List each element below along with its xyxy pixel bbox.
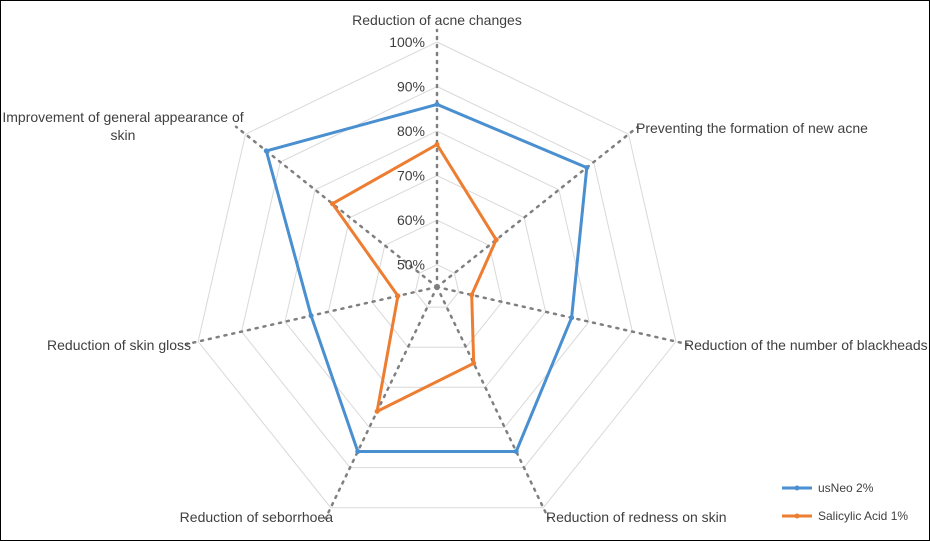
tick-label-4: 90% — [397, 79, 425, 95]
data-point-0-5 — [308, 313, 314, 319]
chart-legend: usNeo 2% Salicylic Acid 1% — [782, 481, 908, 523]
grid-ring-4 — [241, 85, 633, 469]
data-point-1-4 — [374, 408, 380, 414]
grid-ring-5 — [197, 41, 677, 509]
axis-label-3: Reduction of redness on skin — [546, 509, 727, 525]
axis-line-4 — [324, 285, 439, 520]
legend-marker-0 — [794, 485, 800, 491]
tick-label-2: 70% — [397, 168, 425, 184]
axis-line-3 — [435, 285, 550, 520]
legend-item-1: Salicylic Acid 1% — [782, 509, 908, 523]
axis-label-6: Improvement of general appearance of skin — [2, 109, 243, 143]
radar-series — [263, 101, 590, 454]
axis-label-4: Reduction of seborrhoea — [180, 509, 334, 525]
data-point-0-3 — [513, 449, 519, 454]
radar-axis-labels: Reduction of acne changes Preventing the … — [2, 12, 927, 525]
tick-label-5: 100% — [389, 34, 425, 50]
data-point-1-2 — [469, 292, 475, 298]
axis-label-0: Reduction of acne changes — [352, 12, 522, 28]
legend-item-0: usNeo 2% — [782, 481, 874, 495]
axis-line-2 — [435, 285, 689, 346]
radar-tick-labels: 50% 60% 70% 80% 90% 100% — [389, 34, 425, 273]
data-point-0-6 — [263, 148, 269, 154]
grid-ring-0 — [414, 264, 460, 308]
legend-label-0: usNeo 2% — [818, 481, 874, 495]
data-point-0-2 — [569, 315, 575, 321]
series-line-1 — [331, 143, 498, 413]
data-point-0-1 — [584, 165, 590, 171]
series-line-0 — [264, 102, 589, 453]
radar-grid — [197, 41, 677, 509]
grid-ring-1 — [371, 219, 503, 348]
axis-line-1 — [435, 125, 640, 289]
series-0 — [263, 101, 590, 454]
axis-label-5: Reduction of skin gloss — [47, 337, 191, 353]
tick-label-0: 50% — [397, 257, 425, 273]
legend-label-1: Salicylic Acid 1% — [818, 509, 908, 523]
data-point-1-0 — [434, 142, 440, 147]
data-point-1-5 — [395, 293, 401, 299]
grid-ring-3 — [284, 130, 590, 428]
data-point-1-1 — [493, 237, 499, 243]
series-1 — [330, 142, 499, 414]
axis-label-1: Preventing the formation of new acne — [636, 120, 868, 136]
data-point-0-0 — [434, 101, 440, 107]
data-point-1-6 — [330, 201, 335, 207]
tick-label-3: 80% — [397, 123, 425, 139]
legend-marker-1 — [794, 513, 800, 519]
axis-label-2: Reduction of the number of blackheads — [684, 337, 928, 353]
data-point-1-3 — [471, 360, 477, 366]
data-point-0-4 — [355, 449, 361, 454]
grid-ring-2 — [327, 175, 547, 388]
tick-label-1: 60% — [397, 212, 425, 228]
